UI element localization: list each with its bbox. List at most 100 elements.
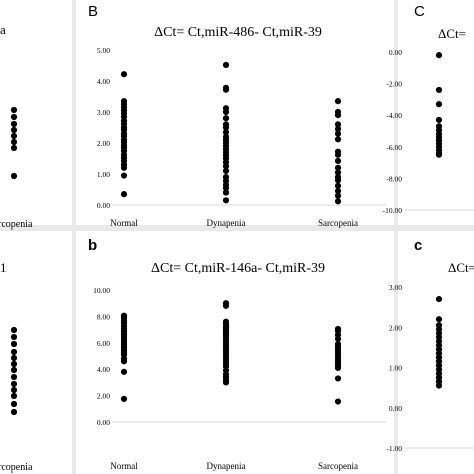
data-point-miR-146a-dynapenia [222, 379, 230, 386]
data-point-miR-486-dynapenia [222, 184, 230, 192]
data-point-a-sarcopenia [10, 360, 18, 368]
data-point-miR-486-sarcopenia [334, 198, 342, 205]
panel-divider-right [394, 0, 398, 474]
y-tick-label-miR-146a: 0.00 [97, 418, 110, 427]
x-tick-label-miR-146a: Normal [110, 461, 138, 471]
data-point-miR-486-normal [120, 191, 128, 198]
y-tick-label-miR-146a: 10.00 [93, 286, 110, 295]
data-point-A-sarcopenia [10, 126, 18, 134]
y-tick-label-C: -6.00 [386, 143, 402, 152]
y-tick-label-miR-146a: 2.00 [97, 392, 110, 401]
y-tick-label-miR-146a: 8.00 [97, 312, 110, 321]
data-point-miR-486-dynapenia [222, 167, 230, 174]
data-point-miR-146a-normal [120, 358, 128, 365]
panel-divider-left [72, 0, 76, 474]
y-tick-label-C: -10.00 [383, 206, 403, 215]
data-point-c-normal [435, 295, 443, 303]
data-point-A-sarcopenia [10, 132, 18, 140]
data-point-a-sarcopenia [10, 340, 18, 348]
chart-title-miR-146a: ΔCt= Ct,miR-146a- Ct,miR-39 [151, 261, 325, 276]
data-point-miR-146a-normal [120, 395, 128, 402]
data-point-C-normal [435, 151, 443, 158]
data-point-a-sarcopenia [10, 348, 18, 356]
data-point-miR-486-dynapenia [222, 115, 230, 122]
data-point-miR-486-dynapenia [222, 163, 230, 170]
y-tick-label-miR-486: 1.00 [97, 170, 110, 179]
data-point-a-sarcopenia [10, 400, 18, 408]
data-point-A-sarcopenia [10, 106, 18, 114]
panel-letter-b: b [88, 237, 97, 254]
data-point-a-sarcopenia [10, 326, 18, 334]
panel-letter-c: c [414, 237, 422, 254]
data-point-A-sarcopenia [10, 172, 18, 180]
y-tick-label-C: -2.00 [386, 80, 402, 89]
x-tick-label-miR-486: Sarcopenia [318, 218, 358, 228]
data-point-C-normal [435, 101, 443, 108]
chart-title-c-fragment: ΔCt= [448, 260, 474, 275]
panel-divider-horizontal [0, 225, 474, 231]
y-tick-label-c: 1.00 [389, 364, 402, 373]
chart-title-A-fragment: a [0, 22, 6, 37]
y-tick-label-C: 0.00 [389, 48, 402, 57]
data-point-miR-486-dynapenia [222, 129, 230, 136]
chart-title-miR-486: ΔCt= Ct,miR-486- Ct,miR-39 [154, 25, 322, 40]
data-point-miR-486-normal [120, 71, 128, 78]
data-point-miR-486-dynapenia [222, 86, 230, 93]
data-point-miR-486-sarcopenia [334, 98, 342, 105]
data-point-a-sarcopenia [10, 408, 18, 416]
chart-title-a-fragment: 1 [0, 260, 7, 275]
x-tick-label-left-bottom: Sarcopenia [0, 462, 33, 473]
data-point-a-sarcopenia [10, 392, 18, 400]
data-point-A-sarcopenia [10, 144, 18, 152]
data-point-A-sarcopenia [10, 120, 18, 128]
data-point-miR-146a-normal [120, 368, 128, 375]
data-point-miR-486-dynapenia [222, 197, 230, 204]
y-tick-label-c: 2.00 [389, 323, 402, 332]
data-point-miR-486-sarcopenia [334, 177, 342, 184]
chart-title-C-fragment: ΔCt= [438, 26, 466, 41]
data-point-miR-486-normal [120, 164, 128, 171]
data-point-c-normal [435, 316, 443, 323]
data-point-miR-486-dynapenia [222, 61, 230, 68]
y-tick-label-C: -4.00 [386, 111, 402, 120]
data-point-a-sarcopenia [10, 366, 18, 374]
data-point-miR-486-dynapenia [222, 189, 230, 196]
data-point-miR-146a-sarcopenia [334, 398, 342, 405]
data-point-miR-486-sarcopenia [334, 112, 342, 119]
data-point-miR-486-sarcopenia [334, 136, 342, 143]
data-point-C-normal [435, 52, 443, 59]
data-point-a-sarcopenia [10, 333, 18, 341]
y-tick-label-miR-486: 3.00 [97, 108, 110, 117]
data-point-miR-486-sarcopenia [334, 164, 342, 171]
y-tick-label-c: -1.00 [386, 444, 402, 453]
x-tick-label-miR-146a: Dynapenia [207, 461, 246, 471]
x-tick-label-left-top: Sarcopenia [0, 219, 33, 230]
data-point-a-sarcopenia [10, 373, 18, 381]
data-point-miR-486-sarcopenia [334, 151, 342, 158]
data-point-C-normal [435, 86, 443, 94]
data-point-a-sarcopenia [10, 354, 18, 362]
data-point-miR-486-sarcopenia [334, 192, 342, 199]
data-point-miR-486-normal [120, 172, 128, 179]
y-tick-label-c: 3.00 [389, 283, 402, 292]
data-point-miR-486-dynapenia [222, 124, 230, 131]
panel-letter-B: B [88, 3, 98, 20]
data-point-miR-146a-sarcopenia [334, 375, 342, 382]
data-point-a-sarcopenia [10, 386, 18, 394]
data-point-miR-146a-sarcopenia [334, 364, 342, 371]
data-point-C-normal [435, 116, 443, 124]
data-point-miR-486-sarcopenia [334, 182, 342, 189]
x-tick-label-miR-486: Dynapenia [207, 218, 246, 228]
y-tick-label-miR-486: 0.00 [97, 201, 110, 210]
data-point-miR-486-dynapenia [222, 108, 230, 116]
y-tick-label-miR-486: 4.00 [97, 77, 110, 86]
data-point-miR-486-sarcopenia [334, 121, 342, 128]
y-tick-label-miR-486: 2.00 [97, 139, 110, 148]
data-point-miR-486-sarcopenia [334, 169, 342, 176]
data-point-miR-146a-sarcopenia [334, 335, 342, 342]
data-point-A-sarcopenia [10, 113, 18, 121]
plots-layer: 0.00 1.00 2.00 3.00 4.00 5.00 Normal Dynapenia S… [10, 46, 474, 471]
x-tick-label-miR-146a: Sarcopenia [318, 461, 358, 471]
